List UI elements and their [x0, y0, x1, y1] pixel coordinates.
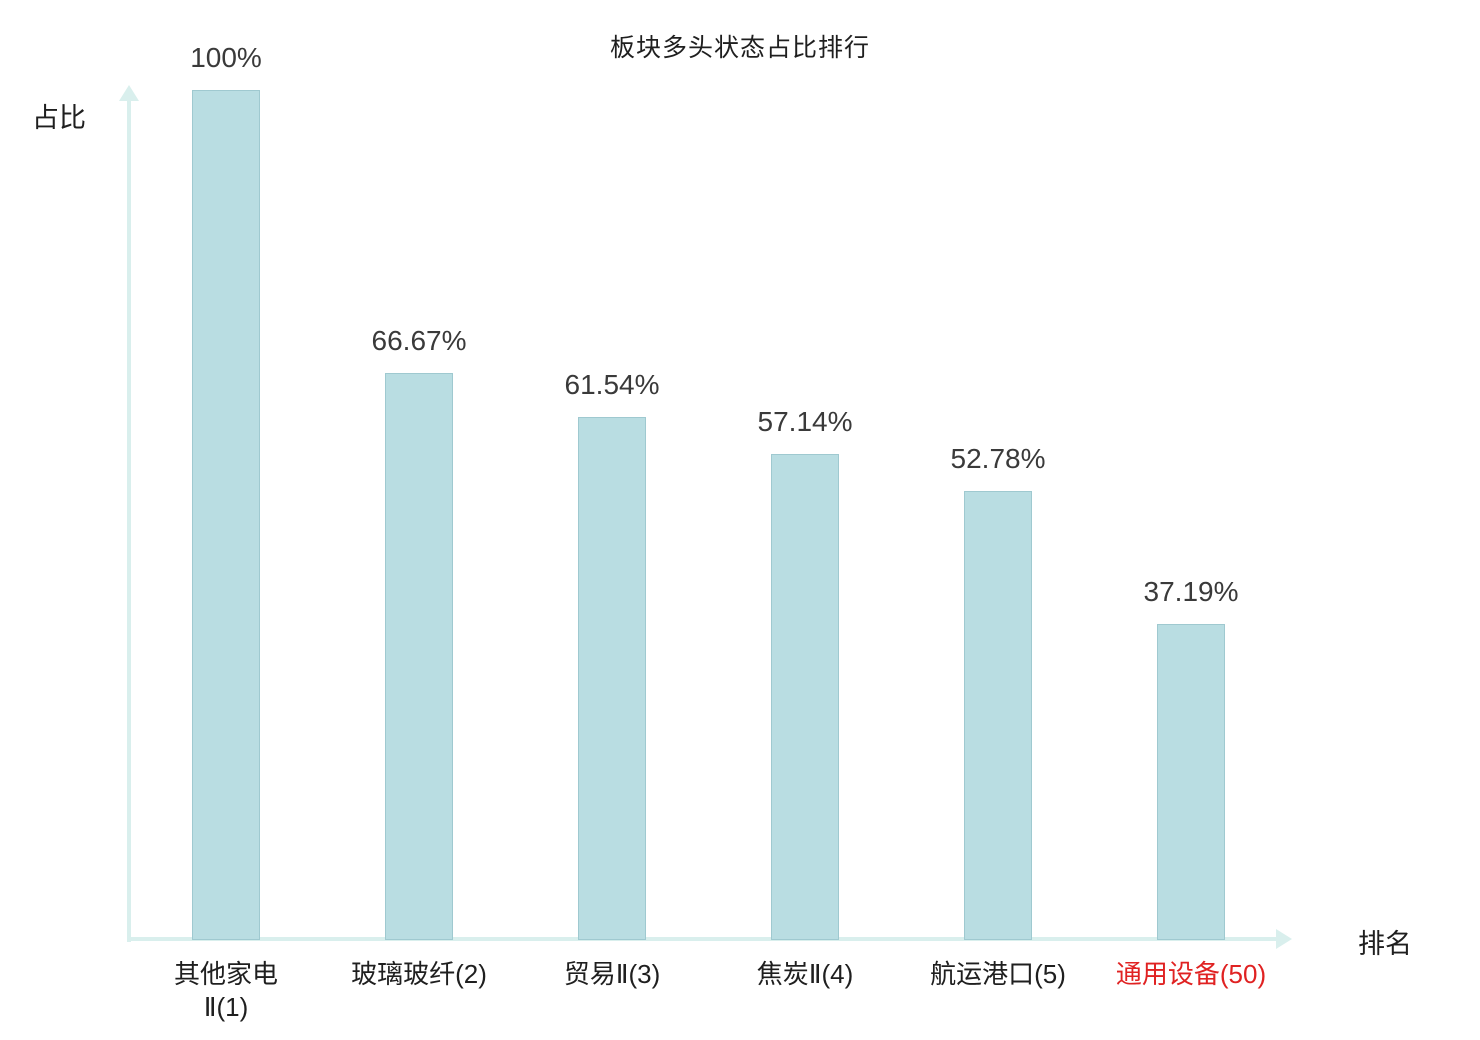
chart-title: 板块多头状态占比排行 — [609, 34, 870, 62]
bar — [771, 454, 839, 940]
x-axis-arrow-icon — [1276, 929, 1292, 949]
value-label: 37.19% — [1143, 575, 1239, 607]
value-label: 61.54% — [564, 368, 660, 400]
category-label: 玻璃玻纤(2) — [351, 959, 487, 989]
y-axis — [127, 100, 131, 942]
value-label: 57.14% — [757, 406, 853, 438]
category-label: 焦炭Ⅱ(4) — [756, 959, 854, 989]
y-axis-label: 占比 — [32, 103, 86, 133]
category-label: 其他家电 Ⅱ(1) — [173, 959, 278, 1022]
bar — [964, 491, 1032, 940]
category-label: 航运港口(5) — [930, 959, 1066, 989]
bar — [192, 90, 260, 940]
y-axis-arrow-icon — [119, 85, 139, 101]
bar — [385, 373, 453, 940]
bar — [1157, 623, 1225, 940]
category-label: 贸易Ⅱ(3) — [563, 959, 661, 989]
value-label: 100% — [190, 42, 262, 73]
value-label: 52.78% — [950, 443, 1046, 475]
category-label: 通用设备(50) — [1115, 959, 1267, 989]
value-label: 66.67% — [371, 325, 467, 357]
x-axis-label: 排名 — [1358, 929, 1412, 959]
bar — [578, 416, 646, 940]
x-axis — [127, 937, 1279, 941]
